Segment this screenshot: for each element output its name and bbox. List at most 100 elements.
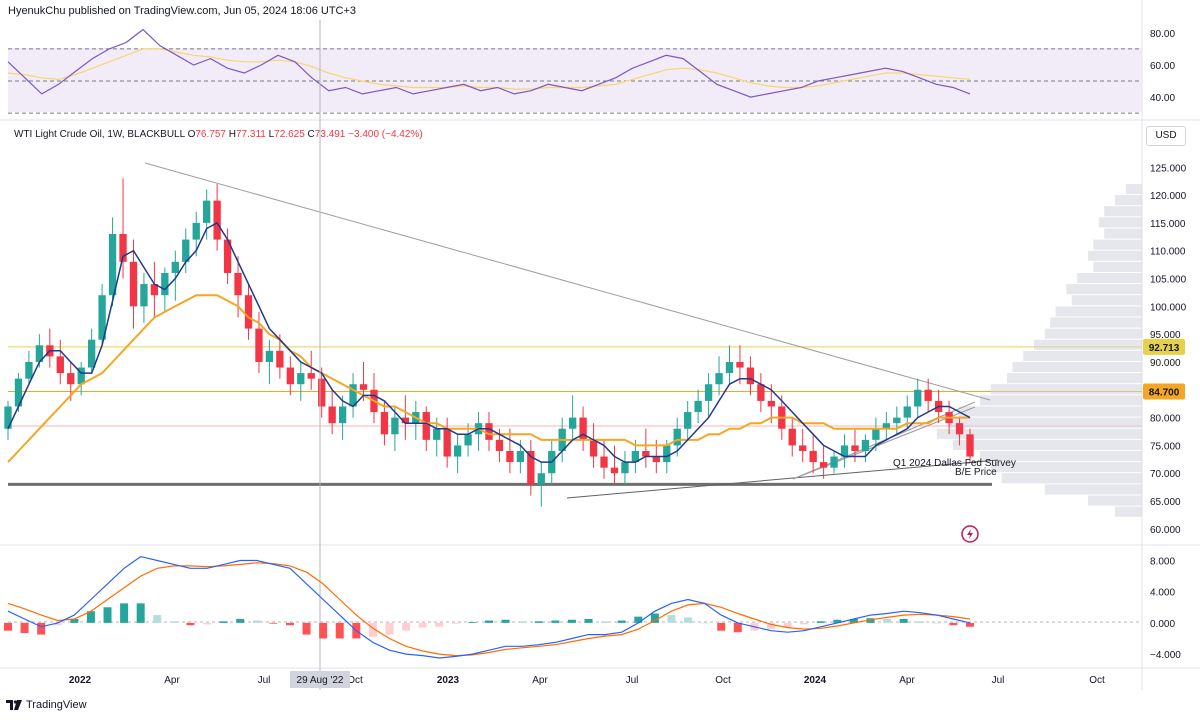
candle — [767, 384, 775, 424]
candle-body — [955, 423, 964, 435]
macd-histogram-bar — [385, 622, 394, 635]
macd-histogram-bar — [153, 615, 162, 623]
volume-profile-bar — [1077, 272, 1142, 284]
footer-brand: TradingView — [26, 699, 87, 711]
candle — [579, 406, 587, 451]
candle-body — [600, 456, 608, 468]
ma-slow-line — [7, 294, 970, 463]
macd-histogram-bar — [485, 620, 493, 623]
candle-body — [56, 356, 64, 374]
candle — [464, 423, 472, 457]
candle-body — [67, 373, 75, 385]
candle-body — [4, 406, 12, 429]
candle — [725, 345, 734, 385]
price-y-tick: 70.000 — [1150, 469, 1181, 480]
open-label: O — [187, 129, 196, 140]
candle — [370, 373, 378, 424]
candle-body — [244, 295, 253, 329]
candle-body — [903, 406, 911, 418]
candle-body — [746, 367, 755, 385]
ascending-trendline — [566, 459, 999, 499]
volume-profile-bar — [1050, 317, 1142, 328]
candle — [945, 400, 953, 435]
candle — [882, 412, 891, 440]
volume-profile-bar — [1115, 195, 1142, 206]
macd-histogram-bar — [650, 613, 659, 623]
candle-body — [495, 439, 504, 451]
high-value: 77.311 — [235, 129, 266, 140]
macd-histogram-bar — [402, 622, 411, 631]
currency-button[interactable]: USD — [1146, 126, 1186, 146]
candle-body — [443, 428, 451, 457]
candle-body — [433, 428, 441, 440]
candle-body — [307, 373, 315, 379]
candle — [527, 439, 535, 496]
price-label-box — [1143, 383, 1185, 400]
candle-body — [77, 367, 85, 385]
candle — [955, 417, 964, 446]
macd-histogram-bar — [684, 617, 693, 623]
candle-body — [589, 439, 598, 457]
volume-profile-bar — [1012, 361, 1142, 373]
macd-histogram-bar — [617, 620, 626, 623]
macd-histogram-bar — [634, 616, 643, 623]
candle-body — [631, 450, 640, 463]
candle-body — [872, 428, 880, 440]
macd-histogram-bar — [567, 619, 576, 623]
high-label: H — [228, 129, 236, 140]
time-x-tick: Oct — [715, 675, 731, 686]
candle — [610, 445, 619, 485]
time-x-tick: Apr — [532, 675, 548, 686]
price-y-tick: 105.000 — [1150, 275, 1187, 286]
macd-histogram-bar — [468, 622, 477, 623]
macd-histogram-bar — [700, 622, 709, 624]
macd-histogram-bar — [949, 622, 958, 626]
macd-histogram-bar — [551, 620, 560, 623]
rsi-y-tick: 80.00 — [1150, 29, 1175, 40]
candle — [548, 439, 556, 485]
volume-profile-bar — [953, 439, 1142, 450]
candle-body — [255, 328, 263, 362]
macd-histogram-bar — [932, 622, 941, 624]
time-x-tick: Jul — [992, 675, 1005, 686]
macd-histogram-bar — [302, 622, 311, 635]
candle — [893, 406, 901, 435]
macd-histogram-bar — [849, 618, 858, 623]
candle — [433, 417, 441, 457]
candle — [182, 228, 190, 273]
volume-profile-bar — [1055, 306, 1142, 317]
candle — [223, 228, 232, 285]
candle — [642, 428, 650, 468]
candle-body — [140, 284, 148, 307]
candle — [56, 339, 64, 385]
candle — [349, 373, 357, 418]
candle — [914, 378, 922, 418]
candle — [4, 400, 12, 440]
candle-body — [652, 456, 660, 463]
candle — [203, 189, 211, 240]
candle-body — [788, 428, 796, 446]
price-label: 84.700 — [1149, 387, 1180, 398]
candle-body — [453, 445, 462, 457]
macd-histogram-bar — [86, 611, 95, 623]
macd-histogram-bar — [252, 620, 261, 623]
volume-profile-bar — [1088, 495, 1142, 506]
candle-body — [966, 434, 974, 457]
candle — [694, 389, 702, 424]
tradingview-logo-icon — [6, 700, 22, 710]
candle — [307, 350, 315, 390]
candle — [171, 250, 179, 301]
candle-body — [621, 462, 629, 474]
candle-body — [851, 445, 859, 451]
volume-profile-bar — [1023, 350, 1142, 361]
candle-body — [924, 389, 932, 401]
candle-body — [548, 450, 556, 474]
price-y-tick: 75.000 — [1150, 441, 1181, 452]
macd-histogram-bar — [766, 622, 775, 630]
rsi-y-tick: 60.00 — [1150, 61, 1175, 72]
candle — [234, 256, 242, 318]
candle-body — [725, 361, 734, 374]
candle — [663, 439, 671, 474]
candle-body — [516, 450, 525, 463]
